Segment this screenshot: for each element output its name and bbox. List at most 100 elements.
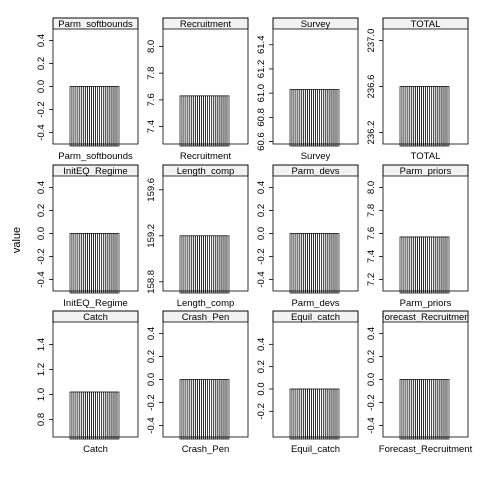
y-tick-label: 0.2 [256,360,267,373]
x-axis-label: Length_comp [177,298,235,309]
x-axis-label: Forecast_Recruitment [379,444,473,455]
y-tick-label: 0.4 [256,338,267,351]
bar [336,89,340,147]
y-tick-label: 0.2 [256,204,267,217]
panel-border [162,310,249,438]
panel: Parm_devs -0.4 -0.2 0.0 0.2 0.4 Parm_devs [256,164,359,309]
panels-group: Parm_softbounds -0.4 -0.2 0.0 0.2 0.4 Parm_sof… [36,17,473,455]
y-tick-label: 60.6 [256,132,267,151]
bar [116,86,120,147]
y-tick-label: -0.2 [256,248,267,264]
panel-title: Length_comp [177,166,235,177]
y-tick-label: -0.2 [36,248,47,264]
panel-border [52,164,139,292]
x-axis-label: TOTAL [411,151,441,162]
y-tick-label: 159.2 [146,224,157,248]
y-tick-label: -0.4 [366,417,377,433]
bar [226,379,230,440]
panel-title: Survey [301,19,331,30]
panel: Survey 60.6 60.8 61.0 61.2 61.4 Survey [256,17,359,162]
y-tick-label: -0.4 [256,271,267,287]
panel-border [52,310,139,438]
x-axis-label: Crash_Pen [182,444,230,455]
panel-border [52,17,139,145]
bar [116,233,120,294]
panel-title: Forecast_Recruitment [379,312,473,323]
y-tick-label: 0.4 [36,181,47,194]
y-tick-label: 7.2 [366,273,377,286]
bar [446,236,450,294]
y-tick-label: 0.4 [146,327,157,340]
y-tick-label: 236.6 [366,75,377,99]
panel-border [382,164,469,292]
y-tick-label: -0.4 [146,417,157,433]
panel-title: Parm_priors [400,166,452,177]
panel: Equil_catch -0.2 0.0 0.2 0.4 Equil_catch [256,310,359,455]
panel: Parm_softbounds -0.4 -0.2 0.0 0.2 0.4 Parm_sof… [36,17,139,162]
x-axis-label: InitEQ_Regime [63,298,127,309]
bar [116,391,120,440]
y-tick-label: 0.4 [36,34,47,47]
panel-border [382,17,469,145]
panel: Catch 0.8 1.0 1.2 1.4 Catch [36,310,139,455]
panel-border [162,17,249,145]
panel-border [272,164,359,292]
y-tick-label: 0.2 [36,204,47,217]
y-tick-label: 1.0 [36,388,47,401]
y-tick-label: 8.0 [146,40,157,53]
bar [226,235,230,294]
y-tick-label: 158.8 [146,270,157,294]
bar [336,388,340,440]
panel: Length_comp 158.8 159.2 159.6 Length_comp [146,164,249,309]
y-tick-label: 0.4 [366,327,377,340]
panel-border [162,164,249,292]
panel-border [382,310,469,438]
y-tick-label: 237.0 [366,29,377,53]
panel: Recruitment 7.4 7.6 7.8 8.0 Recruitment [146,17,249,162]
panel: Parm_priors 7.2 7.4 7.6 7.8 8.0 Parm_priors [366,164,469,309]
y-tick-label: 0.0 [36,80,47,93]
y-tick-label: 8.0 [366,181,377,194]
y-tick-label: 0.2 [366,350,377,363]
y-tick-label: 0.0 [256,382,267,395]
y-tick-label: 0.0 [256,227,267,240]
y-tick-label: 7.4 [146,120,157,133]
y-tick-label: 1.2 [36,363,47,376]
y-tick-label: -0.2 [146,394,157,410]
y-tick-label: 7.4 [366,250,377,263]
y-tick-label: 7.8 [146,67,157,80]
x-axis-label: Parm_priors [400,298,452,309]
bar [446,86,450,147]
x-axis-label: Recruitment [180,151,232,162]
y-tick-label: 0.0 [146,373,157,386]
y-tick-label: 0.8 [36,413,47,426]
panel-title: Recruitment [180,19,232,30]
x-axis-label: Catch [83,444,108,455]
y-tick-label: 0.0 [366,373,377,386]
y-tick-label: -0.4 [36,271,47,287]
x-axis-label: Survey [301,151,331,162]
bar [446,379,450,440]
x-axis-label: Parm_devs [291,298,339,309]
y-tick-label: 1.4 [36,338,47,351]
y-axis-label: value [11,227,23,253]
y-tick-label: 7.6 [146,93,157,106]
y-tick-label: 7.8 [366,204,377,217]
y-tick-label: 236.2 [366,121,377,145]
panel-title: Crash_Pen [182,312,230,323]
y-tick-label: 61.0 [256,84,267,103]
panel-title: InitEQ_Regime [63,166,127,177]
y-tick-label: -0.4 [36,124,47,140]
panel-title: TOTAL [411,19,441,30]
x-axis-label: Equil_catch [291,444,340,455]
y-tick-label: 60.8 [256,108,267,127]
y-tick-label: 61.4 [256,35,267,54]
y-tick-label: 61.2 [256,60,267,79]
panel-border [272,310,359,438]
y-tick-label: 0.0 [36,227,47,240]
panel: InitEQ_Regime -0.4 -0.2 0.0 0.2 0.4 InitEQ_Reg… [36,164,139,309]
panel: Forecast_Recruitment-0.4-0.20.00.20.4For… [366,310,473,455]
panel-title: Equil_catch [291,312,340,323]
y-tick-label: 159.6 [146,178,157,202]
x-axis-label: Parm_softbounds [58,151,133,162]
